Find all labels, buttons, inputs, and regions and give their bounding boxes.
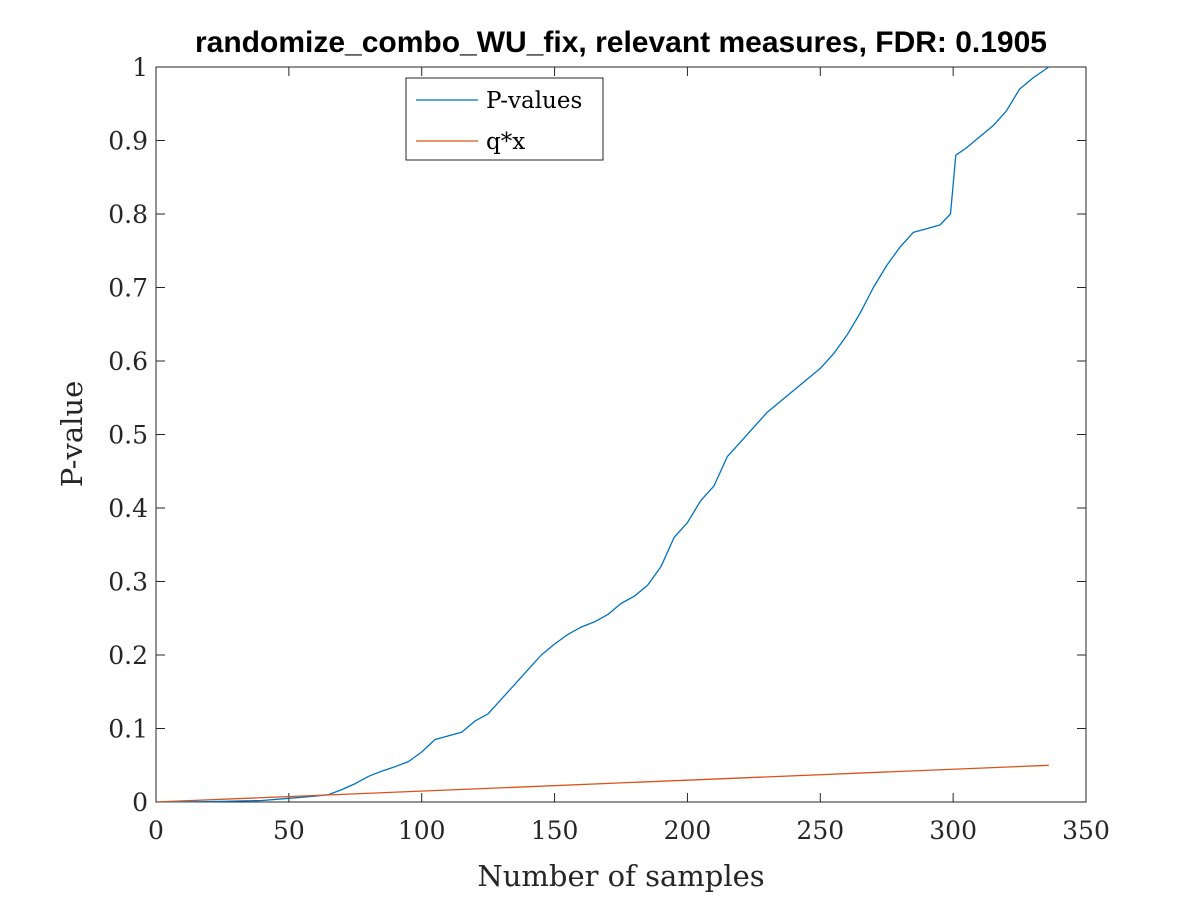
y-tick-label: 0.9	[108, 127, 148, 156]
chart-title: randomize_combo_WU_fix, relevant measure…	[195, 26, 1047, 59]
x-tick-label: 300	[929, 816, 977, 845]
series-line-pvalues	[158, 66, 1050, 803]
x-tick-label: 100	[398, 816, 446, 845]
x-tick-label: 250	[796, 816, 844, 845]
legend-label-qx: q*x	[486, 129, 525, 155]
series-line-qx	[158, 764, 1049, 803]
legend-label-pvalues: P-values	[486, 88, 582, 114]
legend-box	[405, 77, 604, 161]
legend: P-values q*x	[405, 77, 604, 161]
y-tick-label: 0.4	[108, 494, 148, 523]
y-tick-label: 0.7	[108, 274, 148, 303]
y-axis-label: P-value	[55, 381, 89, 488]
y-tick-label: 0	[132, 788, 148, 817]
x-tick-label: 50	[273, 816, 305, 845]
x-tick-label: 0	[148, 816, 164, 845]
y-tick-label: 0.2	[108, 641, 148, 670]
x-tick-label: 350	[1062, 816, 1110, 845]
axis-ticks: 0 50 100 150 200 250 300 350 0 0.1 0.2 0.3 0.4 0.5 0.6…	[108, 53, 1110, 845]
y-tick-label: 1	[132, 53, 148, 82]
y-tick-label: 0.8	[108, 200, 148, 229]
x-tick-label: 200	[664, 816, 712, 845]
x-axis-label: Number of samples	[477, 859, 764, 893]
y-tick-label: 0.6	[108, 347, 148, 376]
x-tick-label: 150	[531, 816, 579, 845]
y-tick-label: 0.5	[108, 421, 148, 450]
plot-frame	[155, 66, 1087, 803]
y-tick-label: 0.3	[108, 568, 148, 597]
series-layer	[158, 66, 1050, 803]
y-tick-label: 0.1	[108, 715, 148, 744]
